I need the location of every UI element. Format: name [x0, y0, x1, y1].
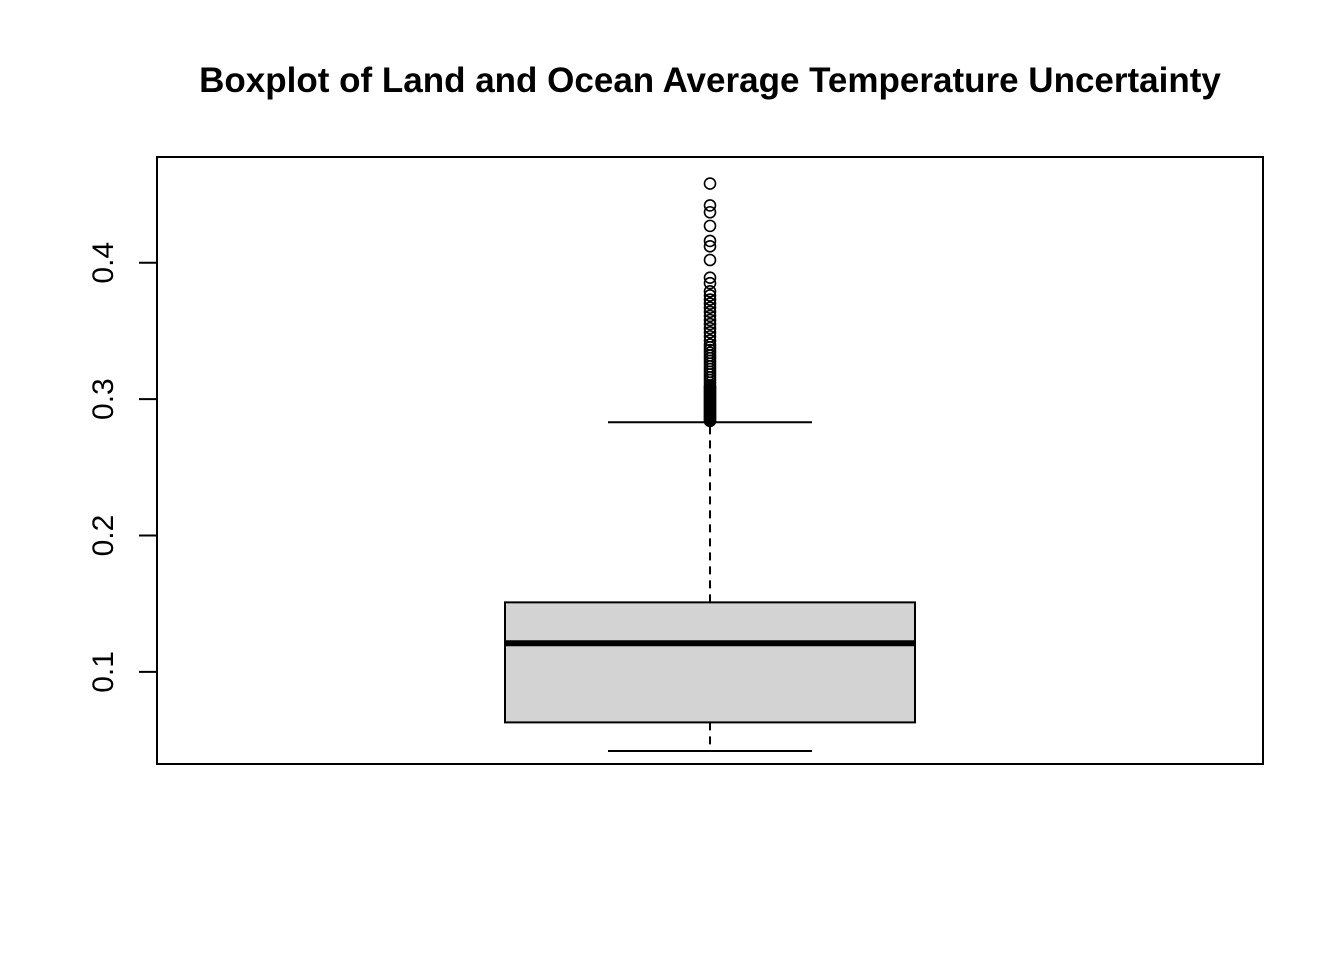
outlier-point: [703, 313, 717, 327]
outlier-point: [703, 325, 717, 339]
box-group: [504, 421, 916, 753]
y-tick-label: 0.3: [87, 378, 120, 420]
outlier-point: [703, 177, 717, 190]
outlier-points: [703, 177, 717, 428]
y-axis: 0.1 0.2 0.3 0.4: [87, 242, 158, 693]
y-tick-label: 0.1: [87, 651, 120, 693]
outlier-point: [703, 330, 717, 343]
outlier-point: [703, 301, 717, 315]
outlier-point: [703, 338, 717, 351]
outlier-point: [703, 293, 717, 306]
outlier-point: [703, 289, 717, 302]
outlier-point: [703, 309, 717, 323]
chart-title: Boxplot of Land and Ocean Average Temper…: [199, 61, 1221, 100]
outlier-point: [703, 297, 717, 310]
outlier-point: [703, 271, 717, 285]
outlier-point: [703, 253, 717, 267]
outlier-point: [703, 285, 717, 298]
outlier-point: [703, 205, 717, 219]
outlier-point: [703, 234, 717, 248]
outlier-point: [703, 276, 717, 290]
outlier-point: [703, 199, 717, 212]
outlier-point: [703, 321, 717, 335]
outlier-point: [703, 240, 717, 253]
y-tick-label: 0.4: [87, 242, 120, 284]
outlier-point: [703, 334, 717, 347]
outlier-point: [703, 219, 717, 233]
outlier-point: [703, 317, 717, 331]
outlier-point: [703, 305, 717, 319]
iqr-box: [504, 601, 916, 724]
y-tick-label: 0.2: [87, 515, 120, 557]
